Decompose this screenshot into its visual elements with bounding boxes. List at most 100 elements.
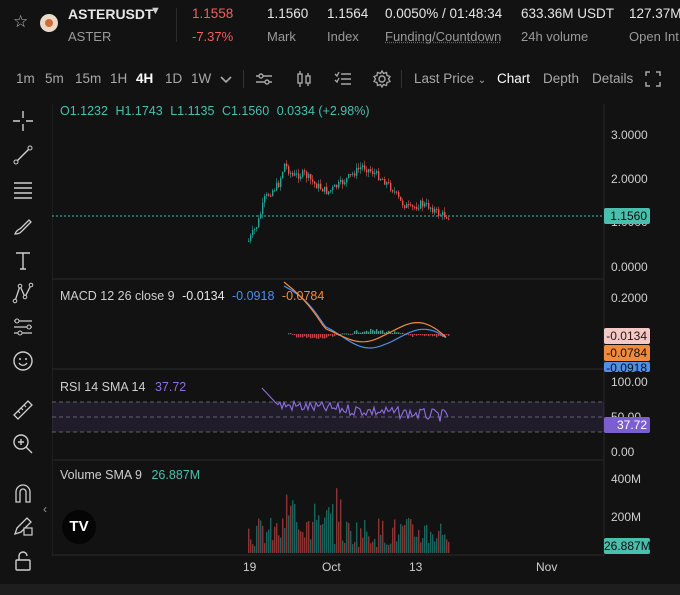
timeframe-4h[interactable]: 4H [136, 71, 154, 86]
timeframe-1w[interactable]: 1W [191, 71, 212, 86]
volume-bar [280, 537, 282, 553]
rsi-label: RSI 14 SMA 14 [60, 380, 146, 394]
crosshair-icon[interactable] [12, 110, 34, 132]
symbol-name[interactable]: ASTERUSDT [68, 6, 154, 22]
candle-body [364, 165, 366, 170]
view-tab-details[interactable]: Details [592, 71, 634, 86]
candle-body [418, 208, 420, 210]
volume-bar [444, 534, 446, 553]
magnet-icon[interactable] [12, 482, 34, 504]
volume-bar [310, 539, 312, 553]
fullscreen-icon[interactable] [643, 69, 663, 89]
volume-bar [336, 488, 338, 553]
candle-body [358, 167, 360, 170]
macd-legend: MACD 12 26 close 9 -0.0134 -0.0918 -0.07… [60, 289, 324, 303]
aster-coin-icon [40, 14, 58, 32]
collapse-sidebar-icon[interactable]: ‹ [43, 502, 47, 516]
candle-body [306, 171, 308, 178]
volume-bar [396, 541, 398, 553]
caret-down-icon[interactable]: ▼ [150, 5, 161, 17]
candle-body [328, 191, 330, 195]
volume-bar [324, 517, 326, 553]
volume-bar [418, 529, 420, 553]
unlock-icon[interactable] [12, 550, 34, 572]
timeframe-5m[interactable]: 5m [45, 71, 64, 86]
candle-body [382, 179, 384, 181]
volume-bar [298, 529, 300, 553]
chart-canvas[interactable] [52, 104, 680, 584]
candle-body [340, 180, 342, 183]
macd-histogram-bar [412, 334, 414, 337]
drawing-list-icon[interactable] [333, 69, 353, 89]
macd-histogram-bar [342, 333, 344, 335]
candle-body [266, 194, 268, 196]
zoom-in-icon[interactable] [12, 433, 34, 455]
candle-body [252, 230, 254, 236]
candle-type-icon[interactable] [294, 69, 314, 89]
candle-body [390, 182, 392, 191]
macd-histogram-bar [326, 334, 328, 338]
favorite-star-icon[interactable]: ☆ [13, 12, 29, 31]
volume-bar [328, 507, 330, 553]
volume-bar [340, 499, 342, 553]
base-asset: ASTER [68, 29, 112, 44]
drawing-tools-sidebar [0, 104, 46, 574]
price-type-select[interactable]: Last Price ⌄ [414, 71, 486, 86]
macd-histogram-bar [422, 334, 424, 336]
candle-body [360, 167, 362, 170]
macd-histogram-bar [430, 334, 432, 336]
candle-body [294, 173, 296, 176]
time-axis-label: Nov [536, 560, 558, 574]
emoji-icon[interactable] [12, 350, 34, 372]
text-icon[interactable] [12, 249, 34, 271]
volume-bar [260, 520, 262, 553]
tradingview-logo[interactable]: TV [62, 510, 96, 544]
trend-line-icon[interactable] [12, 144, 34, 166]
settings-gear-icon[interactable] [372, 69, 392, 89]
volume-bar [390, 543, 392, 553]
view-tab-depth[interactable]: Depth [543, 71, 580, 86]
timeframe-1d[interactable]: 1D [165, 71, 183, 86]
measure-list-icon[interactable] [12, 316, 34, 338]
macd-histogram-bar [352, 333, 354, 335]
lock-pencil-icon[interactable] [12, 515, 34, 537]
chart-area[interactable]: O1.1232 H1.1743 L1.1135 C1.1560 0.0334 (… [52, 104, 680, 584]
candle-body [380, 179, 382, 181]
volume-bar [282, 518, 284, 553]
price-axis-label: 0.0000 [611, 260, 648, 274]
timeframe-1h[interactable]: 1H [110, 71, 128, 86]
timeframe-1m[interactable]: 1m [16, 71, 35, 86]
volume-bar [432, 534, 434, 553]
timeframe-15m[interactable]: 15m [75, 71, 102, 86]
candle-body [396, 191, 398, 193]
ohlc-change: 0.0334 (+2.98%) [276, 104, 370, 118]
candle-body [362, 165, 364, 168]
view-tab-chart[interactable]: Chart [497, 71, 531, 86]
macd-histogram-bar [320, 334, 322, 338]
macd-histogram-bar [296, 334, 298, 338]
macd-histogram-bar [368, 331, 370, 334]
volume-bar [258, 518, 260, 553]
more-intervals-chevron-icon[interactable] [216, 69, 236, 89]
pattern-icon[interactable] [12, 282, 34, 304]
funding-label[interactable]: Funding/Countdown [385, 29, 502, 44]
candle-body [398, 192, 400, 197]
candle-body [320, 183, 322, 189]
macd-line-tag: -0.0918 [604, 362, 650, 372]
volume-bar [284, 528, 286, 553]
macd-histogram-bar [340, 333, 342, 335]
macd-histogram-bar [386, 331, 388, 334]
macd-histogram-bar [344, 333, 346, 335]
candle-body [430, 207, 432, 209]
candle-body [262, 202, 264, 214]
toolbar-divider [243, 70, 244, 88]
macd-histogram-bar [364, 331, 366, 334]
volume-24h-label: 24h volume [521, 29, 589, 44]
index-price-label: Index [327, 29, 359, 44]
brush-icon[interactable] [12, 215, 34, 237]
indicators-icon[interactable] [254, 69, 274, 89]
candle-body [370, 169, 372, 172]
candle-body [376, 171, 378, 173]
horizontal-lines-icon[interactable] [12, 179, 34, 201]
ruler-icon[interactable] [12, 399, 34, 421]
